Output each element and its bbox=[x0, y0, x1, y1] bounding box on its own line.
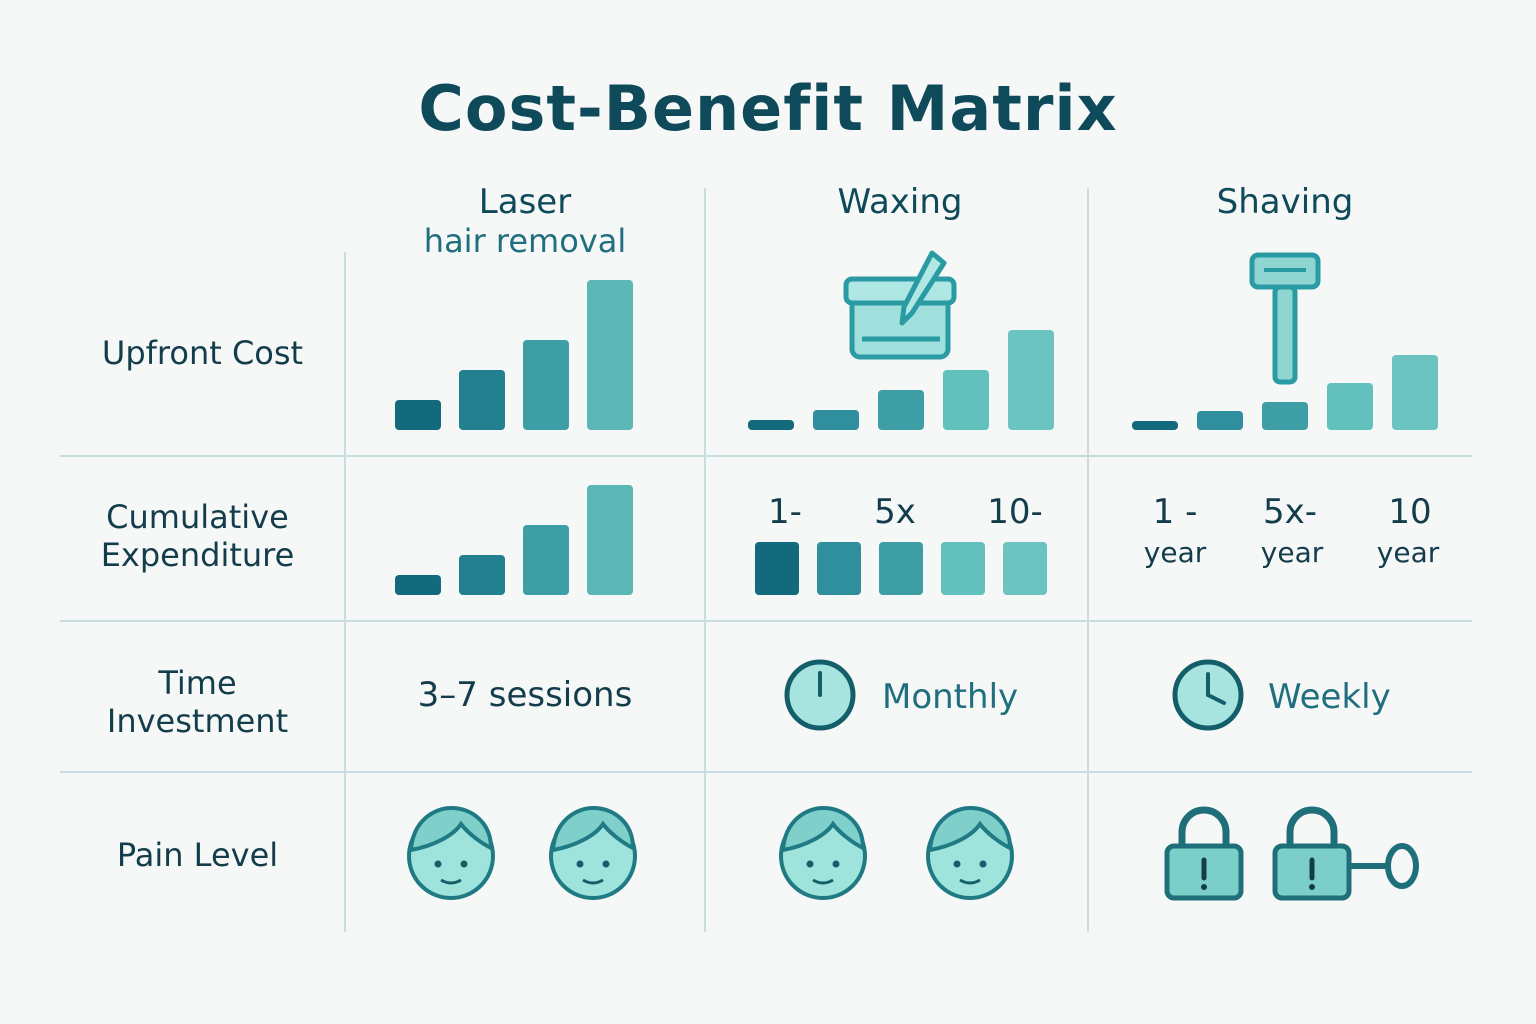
lock-with-key-icon bbox=[1272, 806, 1419, 901]
shaving-unit-label: year bbox=[1376, 536, 1440, 569]
bar bbox=[879, 542, 923, 595]
waxing-period-label: 5x bbox=[874, 492, 916, 532]
bar bbox=[523, 525, 569, 595]
grid-hline bbox=[60, 455, 1472, 457]
shaving-period-label: 1 - bbox=[1152, 492, 1198, 532]
grid-vline bbox=[1087, 188, 1089, 932]
bar bbox=[755, 542, 799, 595]
waxing-time-investment: Monthly bbox=[882, 677, 1019, 717]
grid-vline bbox=[704, 188, 706, 932]
bar bbox=[1197, 411, 1243, 430]
bar bbox=[817, 542, 861, 595]
grid-hline bbox=[60, 620, 1472, 622]
bar bbox=[523, 340, 569, 430]
waxing-period-label: 1- bbox=[768, 492, 802, 532]
page-title: Cost-Benefit Matrix bbox=[418, 72, 1118, 145]
face-icon bbox=[779, 805, 867, 900]
column-subtitle-laser: hair removal bbox=[423, 222, 627, 260]
shaving-period-label: 5x- bbox=[1262, 492, 1318, 532]
bar bbox=[943, 370, 989, 430]
bar bbox=[587, 280, 633, 430]
laser-time-investment: 3–7 sessions bbox=[417, 675, 633, 715]
row-label-pain-level: Pain Level bbox=[116, 836, 279, 874]
bar bbox=[395, 575, 441, 595]
bar bbox=[878, 390, 924, 430]
bar bbox=[587, 485, 633, 595]
bar bbox=[1262, 401, 1308, 430]
bar bbox=[395, 400, 441, 430]
row-label-time-investment: Time Investment bbox=[106, 664, 289, 740]
bar bbox=[1392, 355, 1438, 430]
row-label-cumulative-expenditure: Cumulative Expenditure bbox=[100, 498, 295, 574]
shaving-unit-label: year bbox=[1260, 536, 1324, 569]
bar bbox=[941, 542, 985, 595]
column-header-laser: Laser bbox=[478, 182, 572, 222]
laser-upfront-cost-chart bbox=[395, 280, 640, 430]
wax-pot-icon bbox=[843, 250, 957, 360]
face-icon bbox=[926, 805, 1014, 900]
lock-icon bbox=[1164, 806, 1244, 901]
grid-vline bbox=[344, 252, 346, 932]
column-header-waxing: Waxing bbox=[837, 182, 963, 222]
shaving-time-investment: Weekly bbox=[1268, 677, 1391, 717]
razor-icon bbox=[1249, 252, 1321, 385]
bar bbox=[1327, 383, 1373, 430]
shaving-upfront-cost-chart bbox=[1132, 355, 1438, 430]
waxing-period-label: 10- bbox=[987, 492, 1043, 532]
bar bbox=[1008, 330, 1054, 430]
column-header-shaving: Shaving bbox=[1216, 182, 1354, 222]
grid-hline bbox=[60, 771, 1472, 773]
bar bbox=[1003, 542, 1047, 595]
waxing-cumulative-chart bbox=[755, 542, 1047, 595]
bar bbox=[748, 420, 794, 430]
laser-cumulative-chart bbox=[395, 485, 640, 595]
bar bbox=[459, 555, 505, 595]
row-label-upfront-cost: Upfront Cost bbox=[101, 334, 304, 372]
bar bbox=[813, 410, 859, 430]
shaving-unit-label: year bbox=[1143, 536, 1207, 569]
clock-icon bbox=[784, 659, 856, 731]
face-icon bbox=[549, 805, 637, 900]
clock-icon bbox=[1172, 659, 1244, 731]
bar bbox=[1132, 420, 1178, 430]
shaving-period-label: 10 bbox=[1388, 492, 1432, 532]
waxing-upfront-cost-chart bbox=[748, 330, 1054, 430]
face-icon bbox=[407, 805, 495, 900]
bar bbox=[459, 370, 505, 430]
